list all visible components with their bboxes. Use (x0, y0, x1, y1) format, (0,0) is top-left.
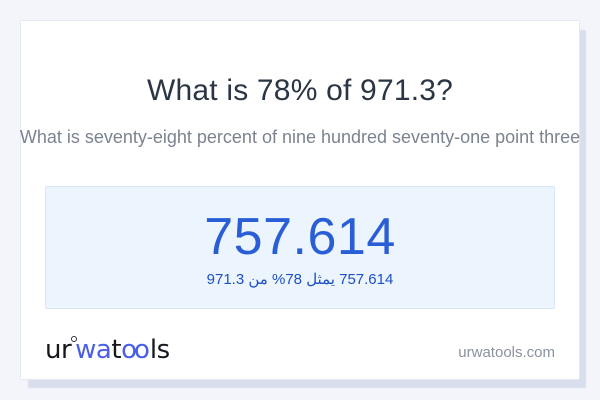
result-caption-arabic: 757.614 يمثل 78% من 971.3 (206, 271, 394, 288)
result-value: 757.614 (204, 208, 396, 266)
card-footer: ur watoo ls urwatools.com (45, 335, 555, 365)
logo-segment-dark: t (111, 335, 122, 365)
logo-glasses-oo-icon: oo (121, 335, 150, 365)
urwatools-logo: ur watoo ls (45, 335, 170, 365)
question-in-words: What is seventy-eight percent of nine hu… (19, 127, 581, 147)
website-url: urwatools.com (458, 344, 555, 361)
logo-segment-dark: ls (149, 335, 170, 365)
result-card: What is 78% of 971.3? What is seventy-ei… (20, 20, 580, 380)
degree-mark-icon (71, 336, 78, 342)
answer-panel: 757.614 757.614 يمثل 78% من 971.3 (45, 186, 555, 309)
logo-segment-dark: ur (45, 335, 72, 365)
logo-segment-blue: wa (75, 335, 112, 365)
page-title: What is 78% of 971.3? (146, 74, 454, 107)
